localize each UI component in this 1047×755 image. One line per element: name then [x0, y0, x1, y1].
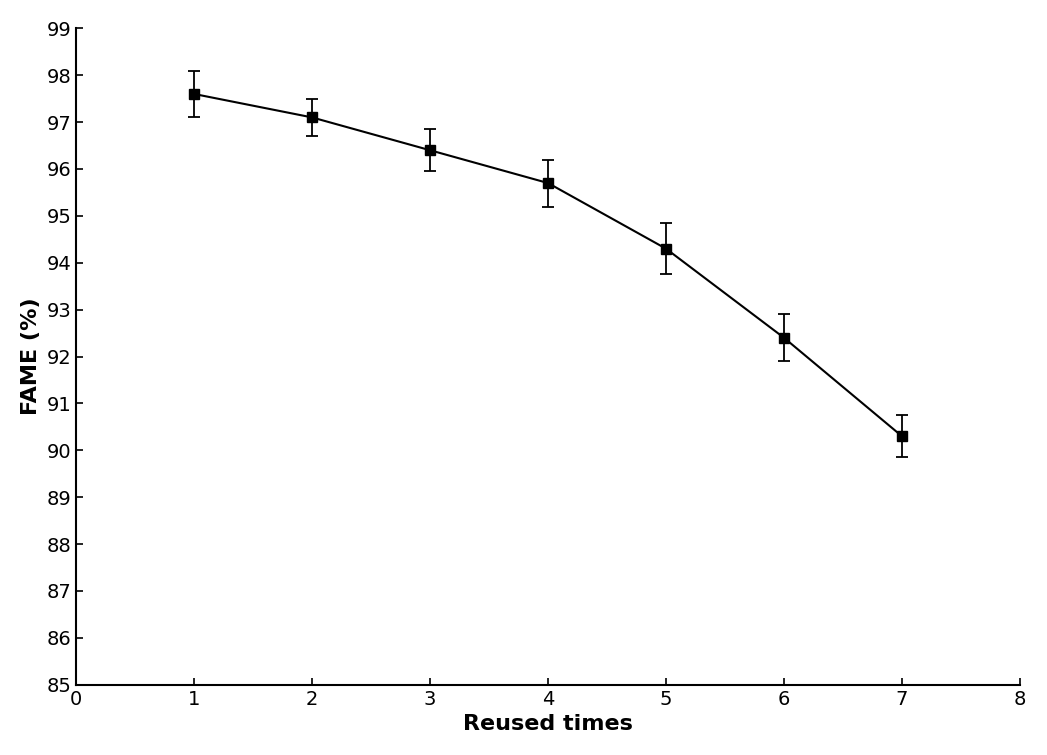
X-axis label: Reused times: Reused times — [463, 714, 633, 734]
Y-axis label: FAME (%): FAME (%) — [21, 297, 41, 415]
